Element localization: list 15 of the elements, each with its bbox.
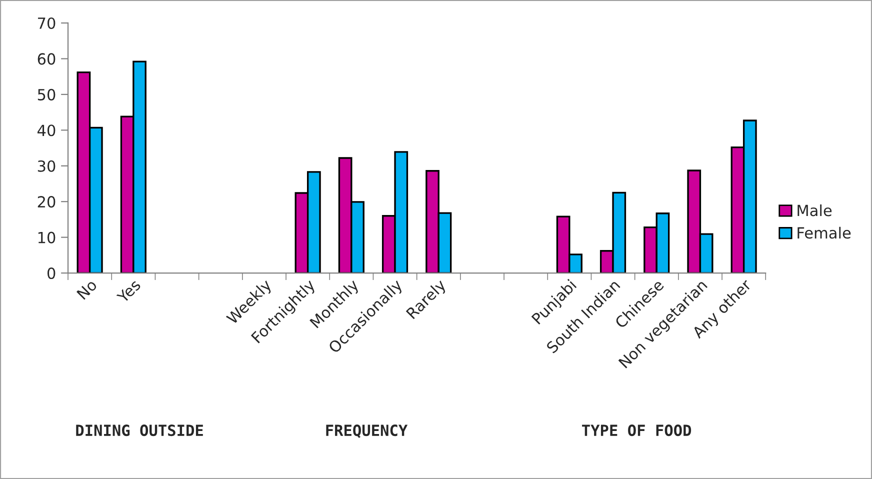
y-tick-label: 50	[38, 88, 56, 100]
legend-label: Male	[798, 204, 832, 216]
y-tick-label: 30	[38, 160, 56, 172]
text: DINING OUTSIDE	[76, 424, 203, 436]
x-tick-label: No	[76, 278, 98, 300]
y-tick-label: 20	[38, 196, 56, 208]
y-tick-label: 0	[47, 267, 56, 280]
y-tick-label: 60	[38, 53, 56, 65]
y-tick-label: 10	[38, 232, 56, 244]
text: FREQUENCY	[326, 424, 408, 438]
y-tick-label: 40	[38, 124, 56, 136]
x-tick-label: Yes	[116, 278, 142, 304]
legend-label: Female	[798, 226, 851, 239]
text: TYPE OF FOOD	[582, 424, 692, 436]
y-tick-label: 70	[38, 17, 56, 30]
